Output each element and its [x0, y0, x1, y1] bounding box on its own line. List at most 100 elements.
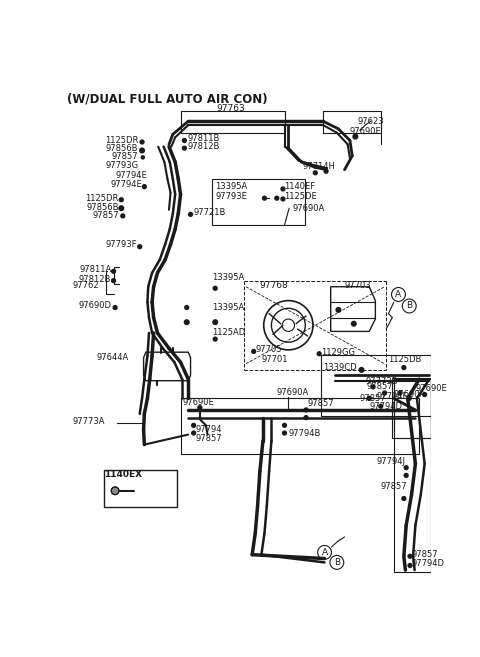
Text: 97794E: 97794E — [116, 171, 147, 179]
Circle shape — [281, 187, 285, 191]
Text: 1140EF: 1140EF — [285, 182, 316, 191]
Circle shape — [185, 306, 189, 309]
Text: B: B — [334, 558, 340, 567]
Circle shape — [198, 406, 202, 409]
Text: 1125DR: 1125DR — [85, 194, 119, 203]
Circle shape — [371, 385, 375, 389]
Text: (W/DUAL FULL AUTO AIR CON): (W/DUAL FULL AUTO AIR CON) — [67, 93, 268, 106]
Text: 97857: 97857 — [196, 434, 223, 443]
Circle shape — [383, 391, 386, 395]
Text: 97644A: 97644A — [96, 353, 129, 362]
Text: 97857: 97857 — [367, 382, 394, 392]
Text: 97703: 97703 — [345, 281, 371, 290]
Circle shape — [408, 396, 411, 400]
Text: 97857: 97857 — [360, 394, 386, 403]
Text: 97794E: 97794E — [110, 180, 142, 189]
Circle shape — [408, 564, 412, 568]
Text: 97794J: 97794J — [377, 457, 406, 466]
Text: 13395A: 13395A — [215, 182, 248, 191]
Text: 97794D: 97794D — [369, 401, 402, 411]
Circle shape — [184, 320, 189, 325]
Circle shape — [213, 286, 217, 290]
Text: 97794D: 97794D — [411, 560, 444, 568]
Circle shape — [404, 474, 408, 478]
Circle shape — [252, 350, 256, 353]
Text: 97623: 97623 — [358, 117, 384, 125]
Circle shape — [404, 466, 408, 470]
Circle shape — [189, 212, 192, 216]
Circle shape — [281, 197, 285, 201]
Text: 97857: 97857 — [411, 550, 438, 559]
Text: B: B — [406, 302, 412, 311]
Text: 97705: 97705 — [255, 346, 282, 354]
Circle shape — [143, 185, 146, 189]
Text: 97768: 97768 — [260, 281, 288, 290]
Text: 97690D: 97690D — [78, 302, 111, 311]
Text: 97793E: 97793E — [215, 192, 247, 201]
Text: 13395A: 13395A — [212, 303, 244, 312]
Text: 97690A: 97690A — [394, 390, 426, 399]
Circle shape — [304, 416, 308, 420]
Circle shape — [275, 196, 279, 200]
Circle shape — [140, 140, 144, 144]
Circle shape — [313, 171, 317, 175]
Text: A: A — [322, 548, 328, 557]
Bar — [104, 470, 177, 507]
Circle shape — [336, 307, 341, 312]
Text: 1140EX: 1140EX — [104, 470, 142, 479]
Circle shape — [283, 423, 287, 427]
Text: 97763: 97763 — [216, 104, 245, 112]
Text: 97714H: 97714H — [303, 162, 336, 171]
Circle shape — [283, 431, 287, 435]
Circle shape — [138, 245, 142, 248]
Text: 97773B: 97773B — [365, 377, 398, 386]
Text: 97811B: 97811B — [188, 135, 220, 143]
Text: 97793G: 97793G — [105, 162, 138, 170]
Circle shape — [423, 393, 427, 396]
Text: 97794B: 97794B — [288, 428, 321, 438]
Bar — [394, 379, 431, 438]
Circle shape — [402, 497, 406, 501]
Circle shape — [182, 139, 186, 143]
Text: 97812B: 97812B — [79, 275, 111, 284]
Circle shape — [351, 321, 356, 326]
Text: 97690A: 97690A — [277, 388, 309, 397]
Text: 97812B: 97812B — [188, 142, 220, 151]
Text: 97690E: 97690E — [415, 384, 447, 393]
Circle shape — [112, 279, 116, 283]
Circle shape — [120, 198, 123, 202]
Circle shape — [111, 487, 119, 495]
Text: 97690E: 97690E — [183, 397, 215, 407]
Bar — [392, 378, 431, 438]
Text: 97773A: 97773A — [73, 417, 105, 426]
Text: 97794: 97794 — [196, 424, 222, 434]
Circle shape — [353, 134, 358, 139]
Circle shape — [367, 396, 371, 400]
Text: 1339CD: 1339CD — [323, 363, 357, 372]
Circle shape — [324, 170, 328, 173]
Circle shape — [263, 196, 266, 200]
Circle shape — [408, 555, 412, 558]
Text: 97721B: 97721B — [193, 208, 226, 217]
Text: 1125AD: 1125AD — [212, 328, 245, 338]
Text: 97857: 97857 — [381, 482, 408, 491]
Circle shape — [304, 408, 308, 412]
Text: 1125DE: 1125DE — [285, 192, 317, 201]
Circle shape — [398, 391, 402, 395]
Text: 97857: 97857 — [308, 399, 334, 408]
Text: 97856B: 97856B — [106, 145, 138, 154]
Circle shape — [359, 367, 364, 373]
Text: 97793F: 97793F — [105, 240, 137, 249]
Circle shape — [192, 423, 195, 427]
Circle shape — [192, 431, 195, 435]
Text: 97690E: 97690E — [349, 127, 381, 136]
Text: 1129GG: 1129GG — [322, 348, 356, 357]
Circle shape — [140, 148, 144, 153]
Bar — [212, 179, 304, 225]
Text: 97701: 97701 — [262, 355, 288, 365]
Bar — [322, 355, 431, 416]
Text: 97857: 97857 — [111, 152, 138, 161]
Circle shape — [119, 206, 123, 210]
Text: 97794F: 97794F — [377, 392, 408, 401]
Circle shape — [402, 366, 406, 369]
